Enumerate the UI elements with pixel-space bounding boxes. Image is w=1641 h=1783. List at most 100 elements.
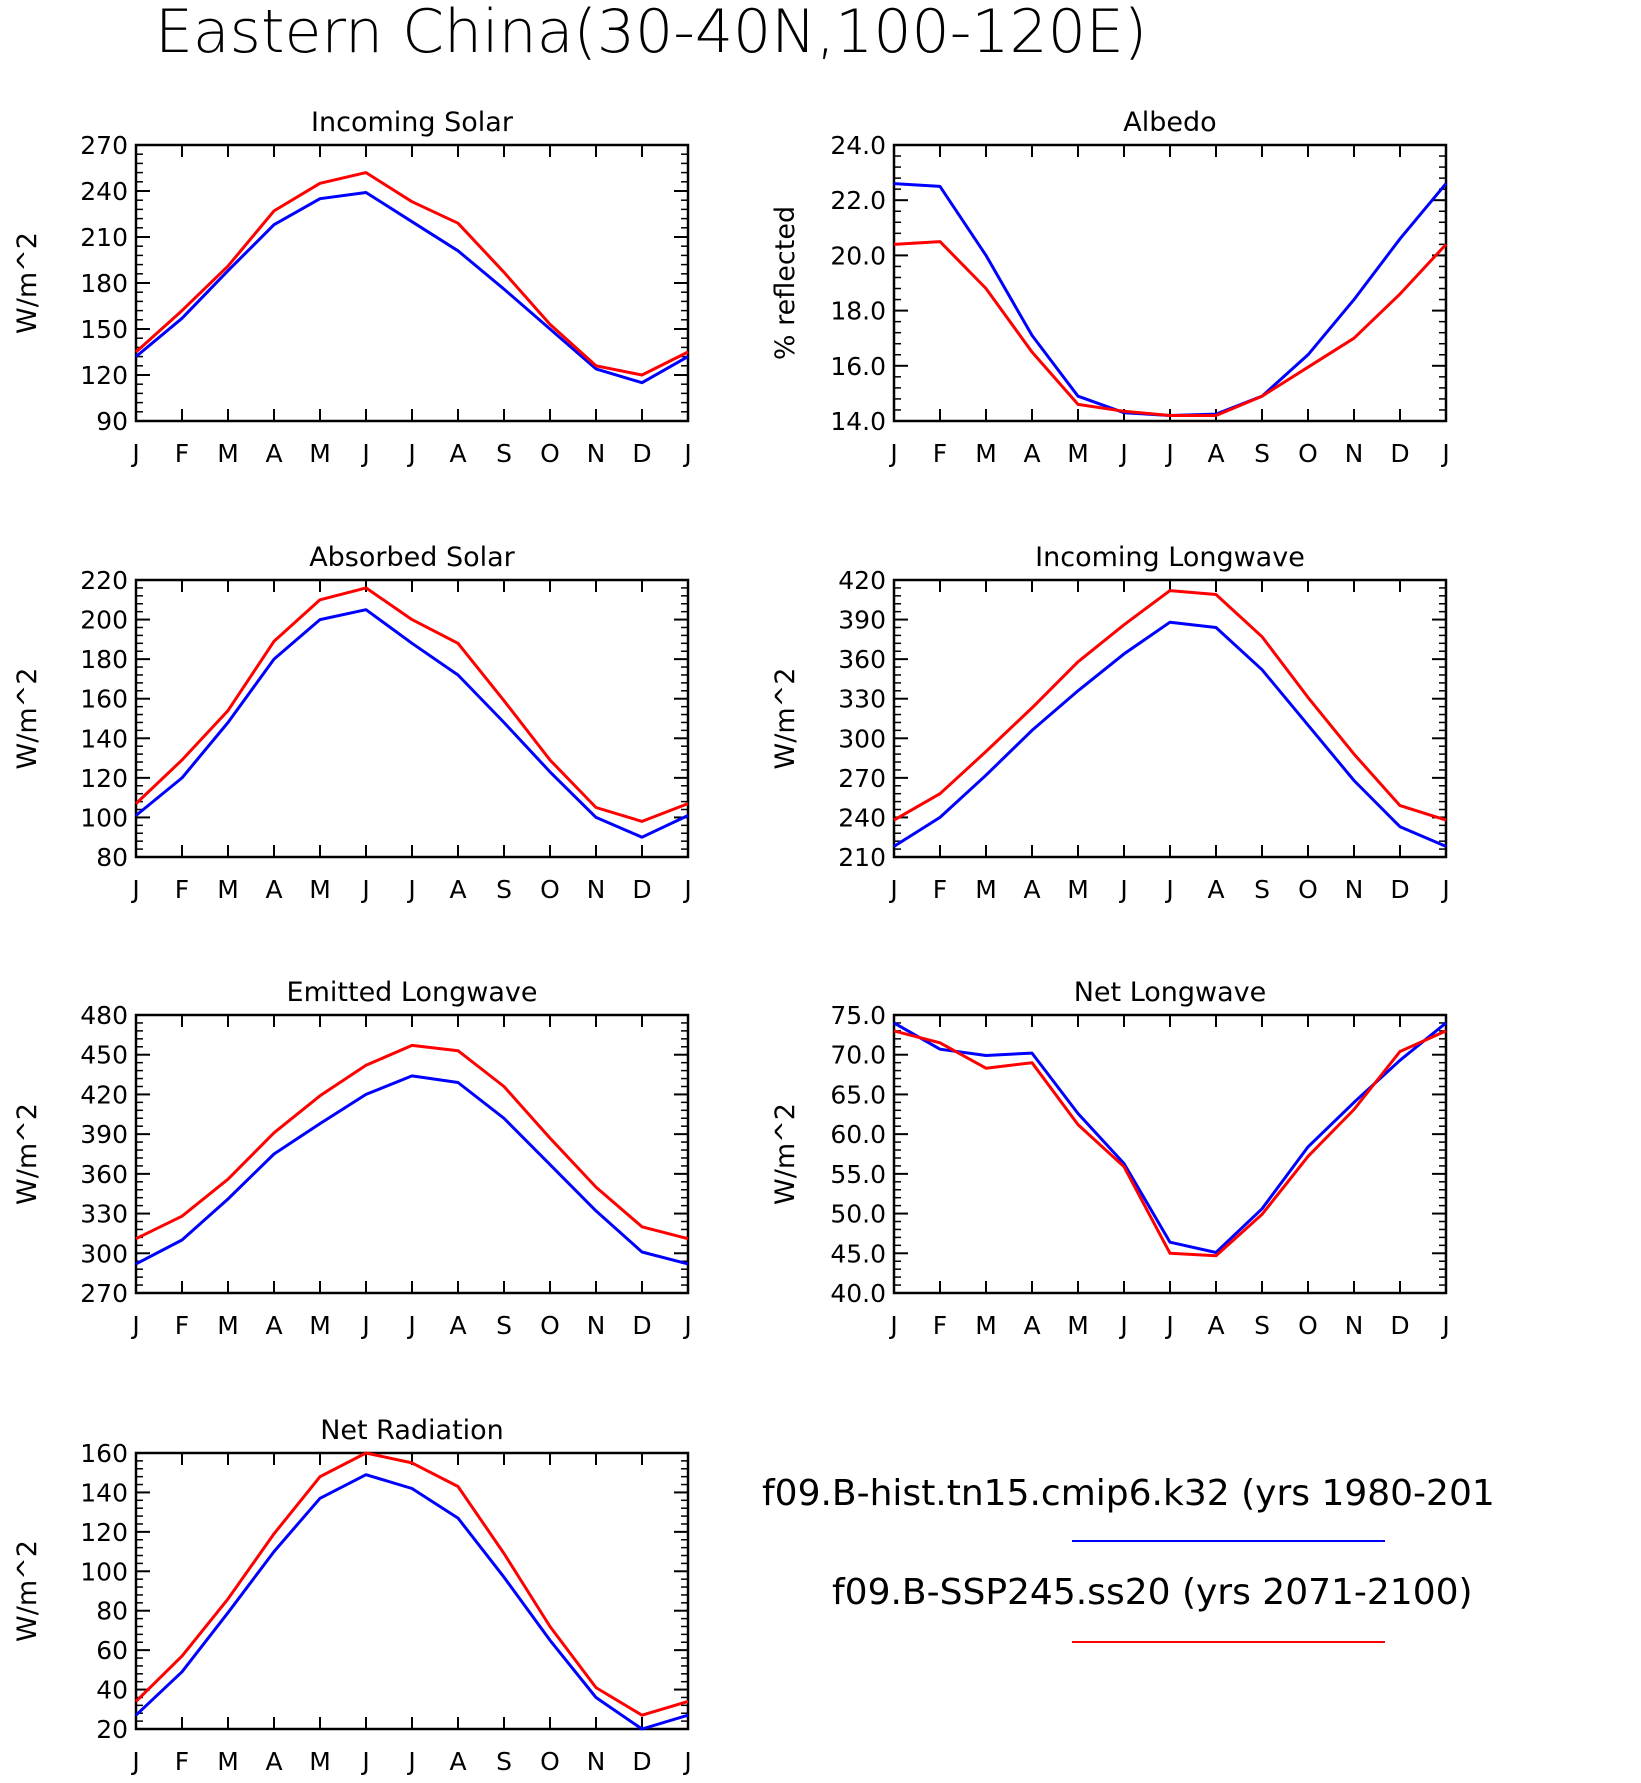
panel-title: Albedo	[1123, 107, 1216, 138]
x-tick-label: D	[632, 439, 651, 468]
y-tick-label: 14.0	[830, 407, 886, 436]
y-tick-label: 180	[80, 269, 128, 298]
x-tick-label: F	[175, 1311, 189, 1340]
y-tick-label: 240	[80, 177, 128, 206]
x-tick-label: M	[309, 1747, 331, 1776]
y-tick-label: 22.0	[830, 186, 886, 215]
y-tick-label: 100	[80, 1557, 128, 1586]
x-tick-label: J	[130, 439, 139, 468]
x-tick-label: S	[1254, 1311, 1270, 1340]
panel-title: Incoming Solar	[311, 107, 514, 138]
y-tick-label: 200	[80, 606, 128, 635]
x-tick-label: J	[1118, 439, 1127, 468]
x-tick-label: M	[975, 439, 997, 468]
x-tick-label: A	[265, 875, 282, 904]
panel-net-longwave: J F M A M J J A S O N D J40.045.050.055.060.065.070.…	[770, 977, 1450, 1340]
x-tick-label: A	[265, 1747, 282, 1776]
x-tick-label: F	[175, 1747, 189, 1776]
series-line-ssp245	[893, 240, 1448, 417]
legend-label-ssp245: f09.B-SSP245.ss20 (yrs 2071-2100)	[832, 1572, 1473, 1613]
series-line-hist	[135, 1074, 689, 1266]
y-tick-label: 210	[838, 843, 886, 872]
x-tick-label: D	[1390, 439, 1409, 468]
x-tick-label: F	[175, 439, 189, 468]
x-tick-label: J	[1440, 875, 1449, 904]
x-tick-label: M	[217, 875, 239, 904]
y-axis-label: W/m^2	[770, 1103, 801, 1205]
x-tick-label: M	[309, 875, 331, 904]
x-tick-label: S	[496, 439, 512, 468]
x-tick-label: S	[496, 1747, 512, 1776]
x-tick-label: M	[1067, 1311, 1089, 1340]
plot-frame	[892, 143, 1448, 423]
y-tick-label: 220	[80, 566, 128, 595]
y-tick-label: 50.0	[830, 1200, 886, 1229]
y-tick-label: 210	[80, 223, 128, 252]
y-tick-label: 420	[838, 566, 886, 595]
x-tick-label: M	[1067, 439, 1089, 468]
x-tick-label: J	[130, 1747, 139, 1776]
x-tick-label: N	[1345, 1311, 1364, 1340]
y-tick-label: 390	[80, 1120, 128, 1149]
x-tick-label: J	[1440, 1311, 1449, 1340]
x-tick-label: A	[449, 1747, 466, 1776]
y-tick-label: 18.0	[830, 297, 886, 326]
series-line-ssp245	[135, 1043, 689, 1241]
x-tick-label: J	[360, 1747, 369, 1776]
x-tick-label: J	[888, 875, 897, 904]
panel-emitted-longwave: J F M A M J J A S O N D J270300330360390420450480Emi…	[12, 977, 692, 1340]
x-tick-label: M	[975, 875, 997, 904]
x-tick-label: N	[1345, 875, 1364, 904]
x-tick-label: A	[265, 1311, 282, 1340]
y-tick-label: 120	[80, 361, 128, 390]
panel-title: Absorbed Solar	[309, 542, 515, 573]
x-tick-label: M	[217, 439, 239, 468]
y-tick-label: 140	[80, 1478, 128, 1507]
x-tick-label: F	[933, 875, 947, 904]
x-tick-label: J	[888, 1311, 897, 1340]
series-line-hist	[135, 608, 689, 839]
y-tick-label: 80	[96, 843, 128, 872]
x-tick-label: J	[1440, 439, 1449, 468]
chart-panels: J F M A M J J A S O N D J90120150180210240270Incomin…	[12, 107, 1450, 1776]
y-tick-label: 80	[96, 1597, 128, 1626]
x-tick-label: J	[360, 875, 369, 904]
panel-title: Emitted Longwave	[287, 977, 538, 1008]
y-tick-label: 40	[96, 1676, 128, 1705]
panel-incoming-longwave: J F M A M J J A S O N D J210240270300330360390420Inc…	[770, 542, 1450, 904]
x-tick-label: D	[632, 1747, 651, 1776]
x-tick-label: J	[682, 1747, 691, 1776]
x-tick-label: J	[360, 1311, 369, 1340]
panel-absorbed-solar: J F M A M J J A S O N D J80100120140160180200220Abso…	[12, 542, 692, 904]
y-tick-label: 360	[80, 1160, 128, 1189]
y-tick-label: 90	[96, 407, 128, 436]
x-tick-label: M	[975, 1311, 997, 1340]
y-tick-label: 75.0	[830, 1001, 886, 1030]
y-tick-label: 330	[838, 685, 886, 714]
y-tick-label: 120	[80, 764, 128, 793]
y-tick-label: 60.0	[830, 1120, 886, 1149]
plot-frame	[134, 1451, 690, 1731]
series-line-hist	[135, 191, 689, 385]
y-axis-label: W/m^2	[12, 1103, 43, 1205]
x-tick-label: A	[1207, 1311, 1224, 1340]
legend: f09.B-hist.tn15.cmip6.k32 (yrs 1980-201 …	[762, 1473, 1495, 1643]
y-axis-label: W/m^2	[12, 232, 43, 334]
series-line-ssp245	[134, 171, 689, 377]
x-tick-label: J	[682, 1311, 691, 1340]
y-tick-label: 270	[80, 1279, 128, 1308]
x-tick-label: J	[1164, 875, 1173, 904]
x-tick-label: J	[1164, 1311, 1173, 1340]
y-tick-label: 65.0	[830, 1080, 886, 1109]
y-tick-label: 270	[838, 764, 886, 793]
y-tick-label: 390	[838, 606, 886, 635]
y-tick-label: 140	[80, 724, 128, 753]
x-tick-label: O	[540, 875, 560, 904]
plot-frame	[134, 1013, 690, 1295]
x-tick-label: D	[632, 875, 651, 904]
y-tick-label: 330	[80, 1200, 128, 1229]
series-line-ssp245	[893, 1029, 1447, 1258]
x-tick-label: D	[1390, 875, 1409, 904]
